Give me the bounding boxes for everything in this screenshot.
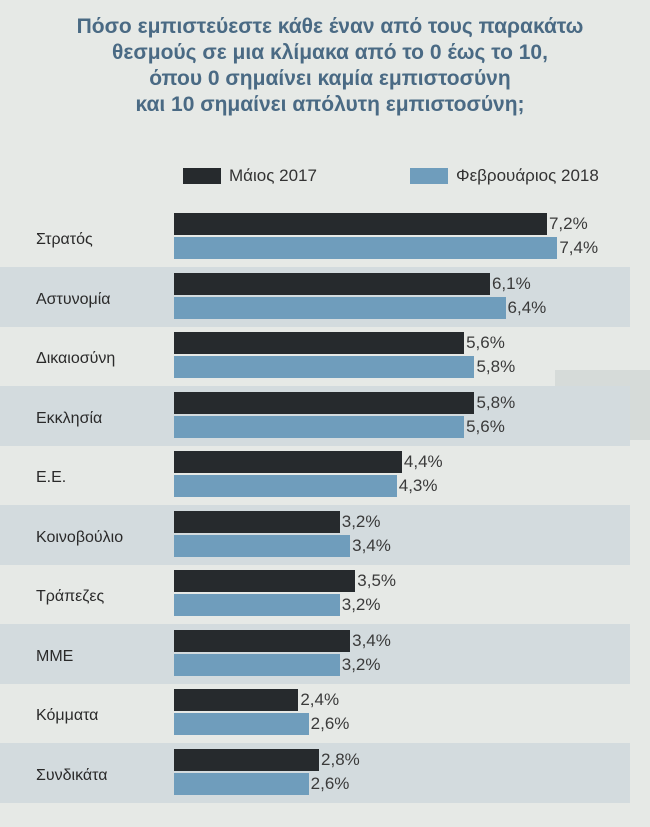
bar-feb-2018 xyxy=(174,713,309,735)
legend-item-may-2017: Μάιος 2017 xyxy=(183,166,317,186)
data-label: 6,4% xyxy=(507,297,547,317)
data-label: 7,4% xyxy=(559,238,599,257)
legend-label: Μάιος 2017 xyxy=(229,166,317,185)
data-label: 2,8% xyxy=(321,749,360,769)
bar-feb-2018 xyxy=(174,653,340,676)
title-line: και 10 σημαίνει απόλυτη εμπιστοσύνη; xyxy=(135,93,525,116)
bar-may-2017 xyxy=(174,570,356,592)
data-label: 5,8% xyxy=(476,357,516,376)
category-label: Δικαιοσύνη xyxy=(36,350,116,367)
bar-may-2017 xyxy=(174,629,351,652)
legend-swatch xyxy=(410,168,448,184)
category-label: ΜΜΕ xyxy=(36,647,74,665)
category-label: Συνδικάτα xyxy=(36,766,108,784)
category-label: Αστυνομία xyxy=(36,290,111,308)
data-label: 5,6% xyxy=(466,416,505,436)
legend-item-feb-2018: Φεβρουάριος 2018 xyxy=(410,166,599,186)
data-label: 5,6% xyxy=(466,333,505,352)
bar-may-2017 xyxy=(174,213,547,235)
category-label: Εκκλησία xyxy=(36,409,103,427)
legend: Μάιος 2017 Φεβρουάριος 2018 xyxy=(0,166,650,190)
legend-swatch xyxy=(183,168,221,184)
bar-feb-2018 xyxy=(174,594,340,616)
bar-feb-2018 xyxy=(174,475,397,497)
data-label: 4,4% xyxy=(403,452,443,471)
data-label: 3,4% xyxy=(352,630,391,650)
data-label: 3,4% xyxy=(352,535,391,555)
bar-may-2017 xyxy=(174,391,475,414)
bar-feb-2018 xyxy=(174,772,309,795)
data-label: 2,6% xyxy=(310,773,350,793)
bar-may-2017 xyxy=(174,332,465,354)
bar-feb-2018 xyxy=(174,296,506,319)
category-label: Τράπεζες xyxy=(36,588,105,605)
category-label: Ε.Ε. xyxy=(36,469,67,486)
bar-feb-2018 xyxy=(174,237,558,259)
title-line: θεσμούς σε μια κλίμακα από το 0 έως το 1… xyxy=(112,41,548,64)
data-label: 7,2% xyxy=(548,214,588,233)
data-label: 3,5% xyxy=(357,571,397,590)
data-label: 2,6% xyxy=(310,714,350,733)
data-label: 5,8% xyxy=(476,392,516,412)
chart-title: Πόσο εμπιστεύεστε κάθε έναν από τους παρ… xyxy=(30,14,630,118)
bar-feb-2018 xyxy=(174,534,351,557)
bar-feb-2018 xyxy=(174,356,475,378)
category-label: Κοινοβούλιο xyxy=(36,528,124,546)
bar-may-2017 xyxy=(174,451,402,473)
data-label: 4,3% xyxy=(398,476,438,495)
category-label: Κόμματα xyxy=(36,707,99,724)
category-label: Στρατός xyxy=(36,231,93,248)
bar-may-2017 xyxy=(174,272,490,295)
bar-feb-2018 xyxy=(174,415,465,438)
legend-label: Φεβρουάριος 2018 xyxy=(456,166,599,185)
data-label: 3,2% xyxy=(341,654,381,674)
bar-may-2017 xyxy=(174,510,340,533)
title-line: όπου 0 σημαίνει καμία εμπιστοσύνη xyxy=(149,67,511,90)
title-line: Πόσο εμπιστεύεστε κάθε έναν από τους παρ… xyxy=(76,15,584,38)
bar-may-2017 xyxy=(174,748,320,771)
data-label: 2,4% xyxy=(300,690,340,709)
bar-may-2017 xyxy=(174,689,299,711)
data-label: 3,2% xyxy=(341,511,381,531)
data-label: 6,1% xyxy=(491,273,531,293)
data-label: 3,2% xyxy=(341,595,381,614)
